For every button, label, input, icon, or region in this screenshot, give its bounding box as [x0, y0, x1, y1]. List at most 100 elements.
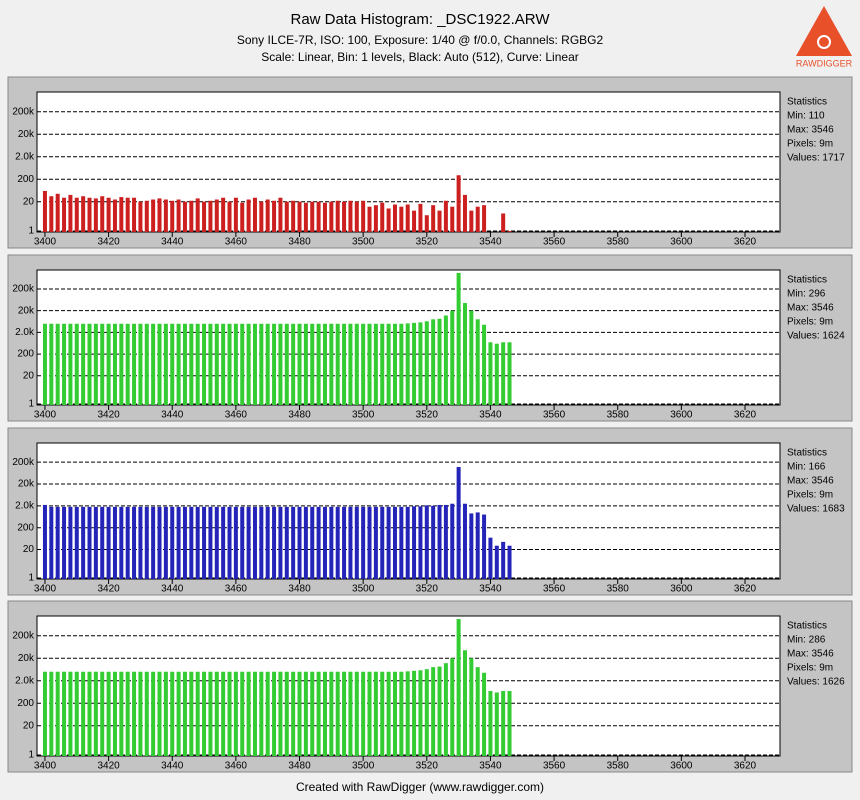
bar [214, 671, 219, 756]
bar [170, 671, 175, 756]
x-tick-label: 3600 [670, 237, 693, 248]
stats-text: Max: 3546 [787, 125, 834, 136]
bar [367, 323, 372, 405]
bar [405, 671, 410, 756]
bar [335, 506, 340, 579]
bar [297, 323, 302, 405]
bar [386, 506, 391, 579]
bar [437, 504, 442, 579]
stats-text: Pixels: 9m [787, 317, 833, 328]
bar [252, 323, 257, 405]
bar [74, 197, 79, 232]
bar [208, 323, 213, 405]
x-tick-label: 3600 [670, 410, 693, 421]
bar [291, 200, 296, 232]
bar [462, 503, 467, 579]
bar [81, 506, 86, 579]
bar [316, 323, 321, 405]
bar [189, 200, 194, 232]
bar [119, 506, 124, 579]
y-tick-label: 1 [28, 573, 34, 584]
bar [87, 323, 92, 405]
bar [189, 506, 194, 579]
bar [399, 206, 404, 232]
bar [112, 323, 117, 405]
x-tick-label: 3580 [607, 584, 630, 595]
y-tick-label: 2.0k [15, 151, 35, 162]
bar [74, 506, 79, 579]
bar [342, 323, 347, 405]
bar [284, 323, 289, 405]
bar [202, 671, 207, 756]
bar [233, 506, 238, 579]
y-tick-label: 200 [17, 522, 34, 533]
bar [62, 506, 67, 579]
bar [322, 671, 327, 756]
x-tick-label: 3480 [288, 584, 311, 595]
y-tick-label: 200 [17, 698, 34, 709]
bar [488, 690, 493, 756]
bar [316, 671, 321, 756]
bar [125, 506, 130, 579]
bar [208, 506, 213, 579]
bar [456, 272, 461, 405]
bar [501, 342, 506, 405]
bar [100, 506, 105, 579]
bar [424, 215, 429, 232]
bar [68, 323, 73, 405]
bar [456, 619, 461, 756]
bar [303, 671, 308, 756]
bar [62, 323, 67, 405]
bar [456, 175, 461, 232]
y-tick-label: 20 [23, 720, 35, 731]
bar [112, 199, 117, 232]
y-tick-label: 20k [18, 653, 35, 664]
stats-text: Values: 1717 [787, 153, 845, 164]
bar [233, 323, 238, 405]
bar [450, 658, 455, 756]
bar [278, 323, 283, 405]
x-tick-label: 3500 [352, 410, 375, 421]
bar [450, 310, 455, 405]
bar [462, 650, 467, 756]
bar [316, 201, 321, 232]
bar [93, 671, 98, 756]
bar [380, 506, 385, 579]
bar [202, 323, 207, 405]
bar [386, 671, 391, 756]
y-tick-label: 20 [23, 370, 35, 381]
bar [380, 323, 385, 405]
stats-text: Statistics [787, 448, 827, 459]
bar [106, 197, 111, 232]
stats-text: Pixels: 9m [787, 139, 833, 150]
bar [462, 194, 467, 232]
bar [469, 310, 474, 405]
bar [354, 201, 359, 232]
bar [119, 323, 124, 405]
y-tick-label: 200k [12, 630, 35, 641]
bar [361, 323, 366, 405]
y-tick-label: 20k [18, 479, 35, 490]
bar [233, 671, 238, 756]
bar [125, 323, 130, 405]
bar [278, 197, 283, 232]
bar [106, 323, 111, 405]
bar [93, 323, 98, 405]
bar [278, 506, 283, 579]
bar [386, 323, 391, 405]
bar [252, 671, 257, 756]
bar [144, 671, 149, 756]
bar [202, 201, 207, 232]
bar [507, 342, 512, 405]
bar [412, 506, 417, 579]
x-tick-label: 3420 [97, 584, 120, 595]
stats-text: Min: 296 [787, 289, 826, 300]
bar [424, 669, 429, 756]
x-tick-label: 3400 [34, 410, 57, 421]
bar [361, 506, 366, 579]
bar [443, 200, 448, 232]
bar [342, 201, 347, 232]
bar [176, 506, 181, 579]
bar [501, 541, 506, 579]
